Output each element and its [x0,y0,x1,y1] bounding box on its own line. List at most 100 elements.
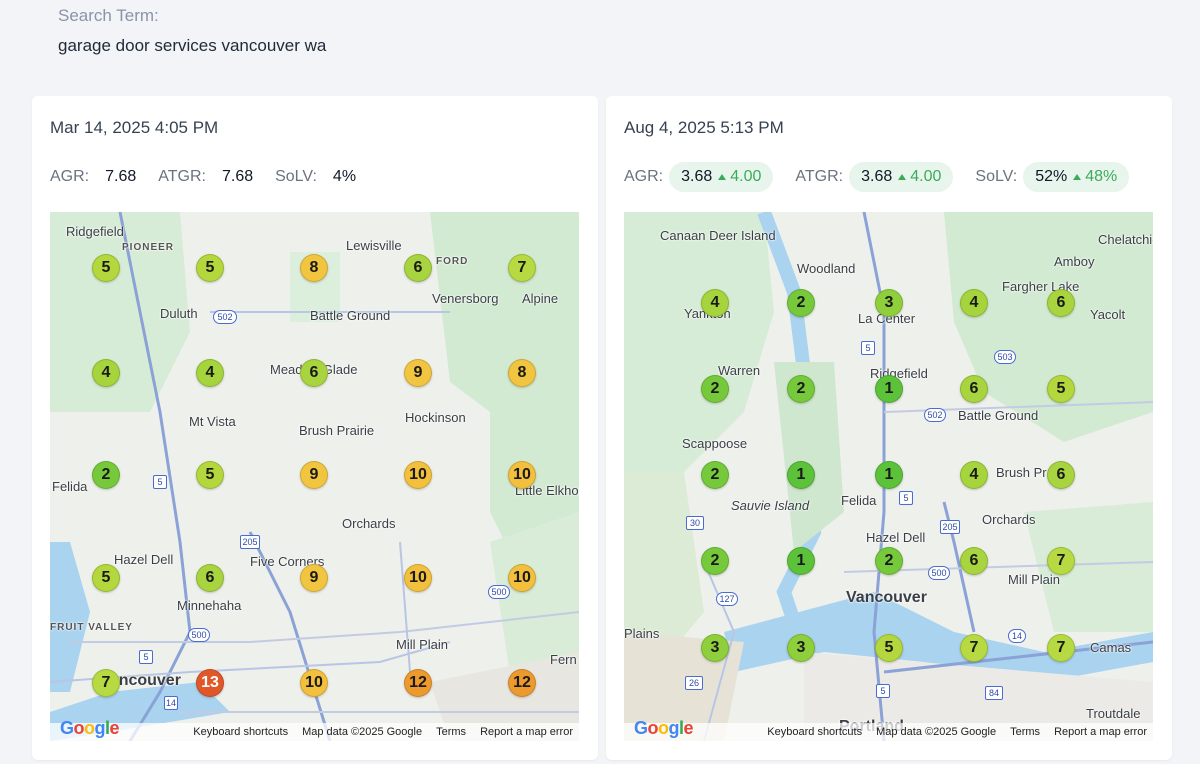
report-map-error-link[interactable]: Report a map error [1054,726,1147,738]
search-term-label: Search Term: [58,6,159,25]
rank-pin[interactable]: 1 [875,375,903,403]
rank-grid-map[interactable]: Ridgefield PIONEER Lewisville FORD Vener… [50,212,579,741]
place-label: Orchards [342,516,396,531]
rank-pin[interactable]: 1 [875,461,903,489]
route-shield: 502 [924,408,946,422]
rank-pin[interactable]: 4 [196,359,224,387]
rank-pin[interactable]: 9 [300,564,328,592]
up-arrow-icon [898,174,907,180]
map-data-attribution: Map data ©2025 Google [876,726,997,738]
rank-pin[interactable]: 6 [960,547,988,575]
rank-pin[interactable]: 1 [787,547,815,575]
rank-pin[interactable]: 1 [787,461,815,489]
rank-pin[interactable]: 2 [701,375,729,403]
place-label: Venersborg [432,291,499,306]
scan-date: Mar 14, 2025 4:05 PM [50,118,219,137]
place-label: Little Elkhorn [515,483,579,498]
rank-pin[interactable]: 5 [196,254,224,282]
rank-pin[interactable]: 6 [1047,289,1075,317]
rank-pin[interactable]: 8 [508,359,536,387]
route-shield: 205 [940,520,960,534]
rank-pin[interactable]: 5 [92,564,120,592]
place-label: Chelatchie [1098,232,1153,247]
terms-link[interactable]: Terms [436,726,467,738]
rank-pin[interactable]: 9 [300,461,328,489]
rank-pin[interactable]: 6 [1047,461,1075,489]
rank-pin[interactable]: 12 [508,669,536,697]
rank-pin[interactable]: 9 [404,359,432,387]
place-label: Brush Prairie [299,423,375,438]
rank-pin[interactable]: 4 [701,289,729,317]
rank-pin[interactable]: 2 [787,375,815,403]
rank-pin[interactable]: 7 [1047,634,1075,662]
metric-label: ATGR: [158,168,206,185]
rank-pin[interactable]: 3 [875,289,903,317]
rank-pin[interactable]: 2 [875,547,903,575]
keyboard-shortcuts-link[interactable]: Keyboard shortcuts [767,726,863,738]
terms-link[interactable]: Terms [1010,726,1041,738]
metric-value: 4% [332,168,357,185]
place-label: Lewisville [346,238,402,253]
rank-pin[interactable]: 2 [701,461,729,489]
rank-pin[interactable]: 6 [196,564,224,592]
search-term-value: garage door services vancouver wa [58,36,327,55]
rank-pin[interactable]: 6 [960,375,988,403]
rank-pin[interactable]: 4 [92,359,120,387]
scan-panel-august: Aug 4, 2025 5:13 PM AGR: 3.68 4.00 ATGR:… [606,96,1172,760]
rank-pin[interactable]: 10 [508,461,536,489]
route-shield: 5 [899,491,913,505]
place-label: Orchards [982,512,1036,527]
rank-pin[interactable]: 2 [701,547,729,575]
metric-pill: 3.68 4.00 [669,162,774,192]
metric-agr: AGR: 7.68 [50,168,136,186]
metric-label: SoLV: [975,168,1018,185]
place-label: Felida [52,479,88,494]
place-label: Mt Vista [189,414,236,429]
report-map-error-link[interactable]: Report a map error [480,726,573,738]
rank-pin[interactable]: 4 [960,289,988,317]
route-shield: 502 [213,310,237,324]
place-label: Amboy [1054,254,1095,269]
route-shield: 503 [994,350,1016,364]
rank-pin[interactable]: 10 [508,564,536,592]
rank-pin[interactable]: 2 [787,289,815,317]
route-shield: 5 [153,475,167,489]
rank-pin[interactable]: 6 [404,254,432,282]
metric-label: AGR: [50,168,90,185]
rank-pin[interactable]: 7 [92,669,120,697]
rank-pin[interactable]: 5 [875,634,903,662]
delta-value: 4.00 [730,168,762,185]
rank-pin[interactable]: 3 [787,634,815,662]
keyboard-shortcuts-link[interactable]: Keyboard shortcuts [193,726,289,738]
rank-pin[interactable]: 10 [300,669,328,697]
rank-pin[interactable]: 7 [1047,547,1075,575]
rank-pin[interactable]: 10 [404,461,432,489]
rank-pin[interactable]: 6 [300,359,328,387]
metric-label: SoLV: [275,168,317,185]
metric-value: 3.68 [861,168,893,185]
route-shield: 205 [240,535,260,549]
rank-pin[interactable]: 3 [701,634,729,662]
metric-delta: 4.00 [898,168,941,186]
rank-pin[interactable]: 5 [1047,375,1075,403]
rank-pin[interactable]: 5 [196,461,224,489]
rank-pin[interactable]: 12 [404,669,432,697]
rank-pin[interactable]: 13 [196,669,224,697]
rank-grid-map[interactable]: Canaan Deer Island Chelatchie Woodland A… [624,212,1153,741]
route-shield: 30 [686,516,704,530]
metric-solv: SoLV: 52% 48% [975,162,1130,192]
rank-pin[interactable]: 10 [404,564,432,592]
rank-pin[interactable]: 4 [960,461,988,489]
rank-pin[interactable]: 8 [300,254,328,282]
metric-label: AGR: [624,168,664,185]
place-label: Felida [841,493,877,508]
place-label: Hazel Dell [866,530,926,545]
rank-pin[interactable]: 7 [960,634,988,662]
rank-pin[interactable]: 5 [92,254,120,282]
metric-delta: 48% [1073,168,1117,186]
rank-pin[interactable]: 2 [92,461,120,489]
place-label: Battle Ground [958,408,1039,423]
route-shield: 14 [1008,629,1026,643]
route-shield: 500 [188,628,210,642]
rank-pin[interactable]: 7 [508,254,536,282]
